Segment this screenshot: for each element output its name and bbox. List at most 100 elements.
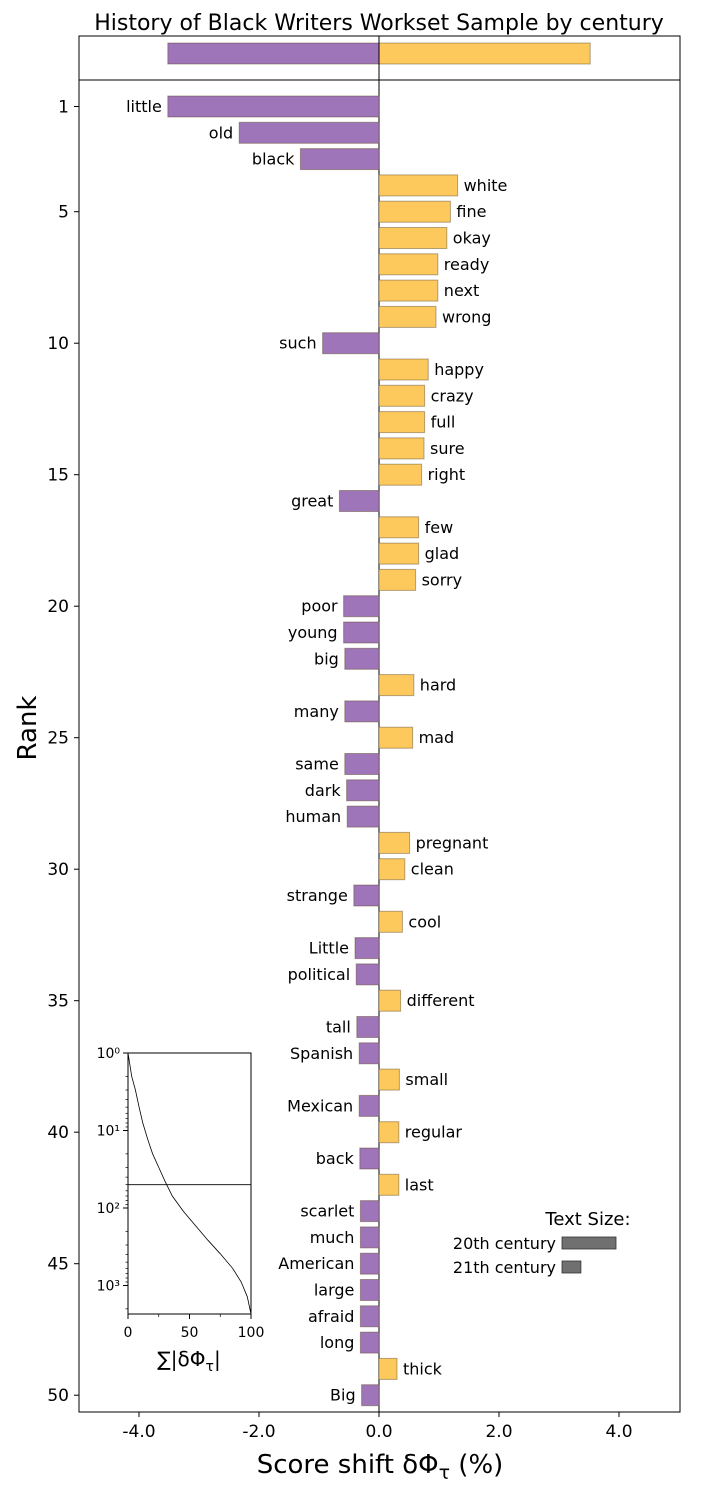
word-label: Little bbox=[309, 939, 349, 958]
legend-item-label: 21th century bbox=[453, 1258, 556, 1277]
bar-fine bbox=[378, 200, 451, 223]
word-label: mad bbox=[419, 728, 455, 747]
word-label: many bbox=[294, 702, 339, 721]
bar-young bbox=[343, 621, 380, 644]
word-label: pregnant bbox=[416, 833, 489, 852]
total-bar-positive bbox=[378, 42, 591, 65]
inset-y-ticks: 10⁰ 10¹ 10² 10³ bbox=[97, 1046, 128, 1310]
x-tick-label: 0.0 bbox=[365, 1422, 392, 1442]
x-tick-label: 4.0 bbox=[605, 1422, 632, 1442]
word-label: clean bbox=[411, 860, 454, 879]
bar-such bbox=[322, 332, 380, 355]
bar-few bbox=[378, 516, 420, 539]
bar-crazy bbox=[378, 384, 426, 407]
y-tick-label: 25 bbox=[47, 729, 69, 749]
bar-human bbox=[346, 805, 380, 828]
bar-same bbox=[344, 753, 380, 775]
word-label: tall bbox=[326, 1018, 351, 1037]
y-tick-label: 10 bbox=[47, 334, 69, 354]
bar-big bbox=[344, 647, 380, 670]
word-labels: little old black white fine okay ready next wron… bbox=[126, 97, 507, 1405]
bar-last bbox=[378, 1173, 400, 1196]
inset-x-tick-label: 0 bbox=[124, 1325, 133, 1341]
text-size-legend: Text Size: 20th century 21th century bbox=[453, 1209, 631, 1277]
word-label: scarlet bbox=[300, 1202, 354, 1221]
bar-sure bbox=[378, 437, 425, 460]
bar-many bbox=[344, 700, 380, 723]
bar-right bbox=[378, 463, 423, 486]
legend-size-bar bbox=[561, 1260, 582, 1274]
word-label: white bbox=[464, 176, 508, 195]
word-label: Mexican bbox=[287, 1096, 353, 1115]
bar-mad bbox=[378, 726, 414, 749]
word-label: old bbox=[209, 123, 233, 142]
word-label: ready bbox=[444, 255, 490, 274]
word-label: Spanish bbox=[290, 1044, 353, 1063]
word-label: last bbox=[405, 1175, 434, 1194]
bar-small bbox=[378, 1068, 400, 1091]
bar-Little bbox=[354, 937, 380, 960]
bar-back bbox=[359, 1147, 380, 1170]
word-label: poor bbox=[301, 597, 338, 616]
bar-little bbox=[167, 95, 380, 118]
x-tick-label: -2.0 bbox=[242, 1422, 275, 1442]
y-tick-label: 30 bbox=[47, 860, 69, 880]
word-label: same bbox=[295, 755, 339, 774]
word-label: cool bbox=[408, 912, 441, 931]
word-label: great bbox=[291, 492, 333, 511]
bar-cool bbox=[378, 910, 403, 933]
bar-long bbox=[359, 1331, 380, 1354]
word-label: political bbox=[288, 965, 351, 984]
word-label: small bbox=[405, 1070, 448, 1089]
bar-pregnant bbox=[378, 831, 411, 854]
bar-hard bbox=[378, 674, 415, 697]
y-tick-label: 35 bbox=[47, 992, 69, 1012]
bar-clean bbox=[378, 858, 406, 881]
word-label: such bbox=[279, 334, 316, 353]
word-label: right bbox=[428, 465, 466, 484]
word-label: afraid bbox=[308, 1307, 354, 1326]
bar-wrong bbox=[378, 305, 437, 328]
bar-sorry bbox=[378, 568, 417, 591]
word-label: few bbox=[425, 518, 454, 537]
bar-strange bbox=[353, 884, 380, 907]
inset-y-tick-label: 10³ bbox=[97, 1279, 120, 1295]
word-label: regular bbox=[405, 1123, 463, 1142]
legend-size-bar bbox=[561, 1236, 617, 1250]
bar-large bbox=[359, 1279, 380, 1301]
inset-y-tick-label: 10⁰ bbox=[97, 1046, 121, 1062]
word-label: large bbox=[314, 1281, 355, 1300]
word-label: Big bbox=[330, 1386, 356, 1405]
x-tick-label: 2.0 bbox=[485, 1422, 512, 1442]
y-axis-label: Rank bbox=[13, 696, 43, 761]
x-tick-label: -4.0 bbox=[122, 1422, 155, 1442]
bar-great bbox=[338, 490, 380, 512]
y-tick-label: 40 bbox=[47, 1123, 69, 1143]
word-label: American bbox=[278, 1254, 354, 1273]
y-tick-label: 5 bbox=[58, 203, 69, 223]
legend-title: Text Size: bbox=[544, 1209, 630, 1230]
y-tick-label: 45 bbox=[47, 1255, 69, 1275]
inset-y-tick-label: 10¹ bbox=[97, 1124, 120, 1140]
y-tick-label: 20 bbox=[47, 597, 69, 617]
word-label: hard bbox=[420, 676, 456, 695]
bar-white bbox=[378, 174, 459, 197]
bar-old bbox=[238, 121, 380, 144]
word-label: glad bbox=[425, 544, 460, 563]
word-label: thick bbox=[403, 1359, 443, 1378]
bar-scarlet bbox=[359, 1200, 380, 1223]
bar-afraid bbox=[359, 1305, 380, 1328]
inset-frame bbox=[127, 1052, 252, 1315]
y-tick-label: 1 bbox=[58, 98, 69, 118]
bar-dark bbox=[346, 779, 380, 802]
bar-American bbox=[359, 1252, 380, 1275]
bar-political bbox=[355, 963, 380, 986]
bar-much bbox=[359, 1226, 380, 1249]
bar-next bbox=[378, 279, 439, 302]
bar-thick bbox=[378, 1357, 398, 1380]
word-label: next bbox=[444, 281, 479, 300]
y-tick-label: 15 bbox=[47, 466, 69, 486]
word-label: dark bbox=[305, 781, 342, 800]
